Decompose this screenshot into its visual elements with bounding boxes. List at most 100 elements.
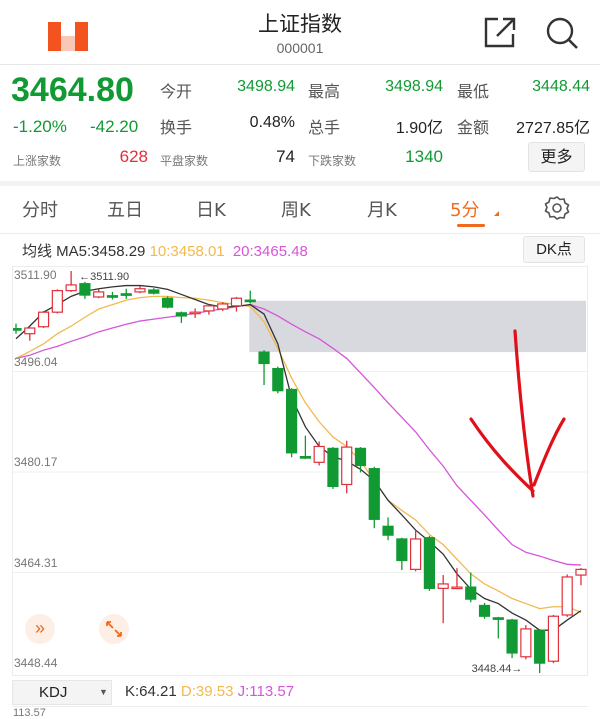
low-value: 3448.44 bbox=[532, 78, 590, 95]
d-value: D:39.53 bbox=[180, 683, 234, 700]
kdj-values: K:64.21 D:39.53 J:113.57 bbox=[125, 683, 294, 700]
candle-body bbox=[437, 583, 449, 589]
candle-body bbox=[396, 538, 408, 562]
candle-body bbox=[189, 311, 201, 315]
gear-icon[interactable] bbox=[544, 195, 570, 221]
open-label: 今开 bbox=[160, 82, 193, 101]
candle-body bbox=[506, 619, 518, 654]
candle-body bbox=[368, 468, 380, 520]
candle-body bbox=[134, 288, 146, 293]
candle-body bbox=[217, 303, 229, 310]
candle-body bbox=[106, 295, 119, 298]
volume-value: 1.90亿 bbox=[395, 120, 443, 137]
high-label: 最高 bbox=[308, 82, 341, 101]
candle-body bbox=[161, 297, 174, 308]
tab-monthly-k[interactable]: 月K bbox=[367, 200, 397, 221]
y-tick-label: 3464.31 bbox=[14, 555, 58, 570]
dk-point-button[interactable]: DK点 bbox=[523, 236, 585, 263]
candle-body bbox=[492, 617, 504, 620]
candle-body bbox=[65, 284, 77, 292]
ma20-value: 20:3465.48 bbox=[232, 243, 308, 260]
candle-body bbox=[451, 586, 463, 590]
kdj-panel bbox=[12, 706, 588, 718]
amount-label: 金额 bbox=[457, 118, 490, 137]
candle-body bbox=[410, 538, 422, 570]
share-icon[interactable] bbox=[484, 16, 518, 48]
ma10-line bbox=[15, 295, 582, 613]
candle-body bbox=[203, 305, 215, 312]
candlestick-chart[interactable]: ←3511.90 3448.44→ bbox=[12, 266, 588, 676]
candle-body bbox=[244, 299, 256, 303]
indicator-select[interactable]: KDJ ▼ bbox=[12, 680, 112, 705]
y-axis-labels: 3511.90 3496.04 3480.17 3464.31 3448.44 bbox=[12, 266, 588, 676]
dropdown-triangle-icon[interactable] bbox=[494, 211, 499, 216]
candle-body bbox=[51, 290, 63, 313]
chevron-down-icon: ▼ bbox=[99, 687, 108, 697]
k-value: K:64.21 bbox=[125, 683, 177, 700]
divider bbox=[0, 233, 600, 234]
y-tick-label: 3511.90 bbox=[14, 268, 57, 282]
ma-legend: 均线 MA5:3458.29 10:3458.01 20:3465.48 bbox=[22, 240, 308, 261]
candle-body bbox=[354, 447, 367, 467]
tab-intraday[interactable]: 分时 bbox=[22, 200, 58, 221]
candle-body bbox=[120, 293, 132, 296]
j-value: J:113.57 bbox=[237, 683, 295, 700]
candle-body bbox=[547, 615, 560, 662]
candle-body bbox=[148, 289, 160, 294]
hand-drawn-arrow-icon bbox=[469, 329, 566, 498]
indicator-select-value: KDJ bbox=[39, 684, 68, 701]
min-price-marker: 3448.44→ bbox=[472, 663, 523, 675]
candle-body bbox=[230, 297, 243, 307]
expand-icon bbox=[106, 621, 122, 637]
decliners-label: 下跌家数 bbox=[308, 154, 357, 168]
tab-daily-k[interactable]: 日K bbox=[196, 200, 226, 221]
amount-value: 2727.85亿 bbox=[516, 120, 590, 137]
unchanged-count: 74 bbox=[276, 147, 295, 166]
tab-5min[interactable]: 5分 bbox=[450, 200, 480, 221]
candle-body bbox=[575, 568, 587, 576]
turnover-value: 0.48% bbox=[249, 114, 295, 131]
divider bbox=[0, 64, 600, 65]
app-logo-icon[interactable] bbox=[48, 22, 88, 51]
turnover-label: 换手 bbox=[160, 118, 193, 137]
candle-body bbox=[382, 525, 394, 536]
ma5-value: 均线 MA5:3458.29 bbox=[22, 243, 146, 260]
tab-weekly-k[interactable]: 周K bbox=[281, 200, 311, 221]
ma5-line bbox=[15, 284, 582, 631]
candle-body bbox=[272, 367, 284, 392]
fullscreen-button[interactable] bbox=[99, 614, 129, 644]
tab-five-day[interactable]: 五日 bbox=[107, 200, 143, 221]
search-icon[interactable] bbox=[545, 16, 579, 50]
double-chevron-icon: » bbox=[34, 618, 45, 638]
candle-body bbox=[534, 629, 546, 664]
y-tick-label: 3496.04 bbox=[14, 354, 58, 369]
candle-body bbox=[423, 537, 435, 589]
high-value: 3498.94 bbox=[385, 78, 443, 95]
candle-body bbox=[341, 446, 353, 486]
advancers-count: 628 bbox=[119, 147, 148, 166]
y-tick-label: 3448.44 bbox=[14, 656, 58, 670]
candle-body bbox=[313, 445, 325, 463]
decliners-count: 1340 bbox=[405, 147, 443, 166]
low-label: 最低 bbox=[457, 82, 490, 101]
scroll-latest-button[interactable]: » bbox=[25, 614, 55, 644]
candle-body bbox=[24, 327, 36, 335]
candle-body bbox=[478, 604, 491, 617]
max-price-marker: ←3511.90 bbox=[79, 271, 129, 283]
candle-body bbox=[286, 388, 298, 454]
candle-body bbox=[299, 456, 311, 459]
highlight-band bbox=[249, 300, 586, 353]
candle-body bbox=[258, 351, 270, 365]
volume-label: 总手 bbox=[308, 118, 341, 137]
candle-body bbox=[561, 576, 573, 616]
change-percent: -1.20% bbox=[13, 117, 67, 136]
tab-active-underline bbox=[457, 224, 485, 227]
more-button[interactable]: 更多 bbox=[528, 142, 585, 172]
candle-body bbox=[465, 586, 477, 600]
candle-body bbox=[327, 447, 339, 487]
y-tick-label: 3480.17 bbox=[14, 455, 58, 469]
ma10-value: 10:3458.01 bbox=[149, 243, 225, 260]
candle-body bbox=[93, 291, 105, 298]
page-title: 上证指数 bbox=[258, 12, 342, 36]
change-value: -42.20 bbox=[90, 117, 139, 136]
